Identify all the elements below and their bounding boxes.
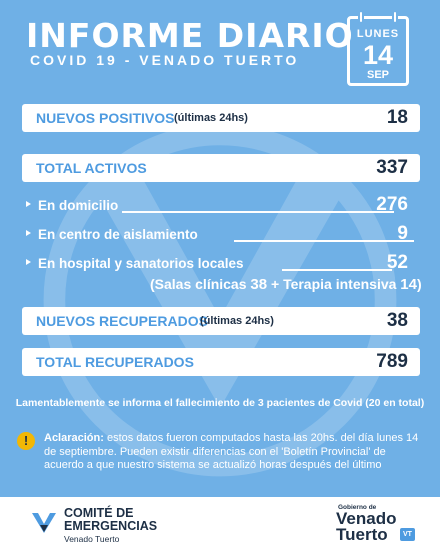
activos-row-label: En centro de aislamiento	[38, 227, 198, 242]
comite-line1: COMITÉ DE	[64, 506, 134, 520]
calendar-ring	[392, 10, 398, 24]
comite-subtitle: Venado Tuerto	[64, 534, 120, 544]
warning-icon: !	[17, 432, 35, 450]
nuevos-recuperados-note: (últimas 24hs)	[200, 315, 274, 327]
terapia-value: 14	[400, 276, 417, 293]
comite-line2: EMERGENCIAS	[64, 519, 158, 533]
activos-row-value: 276	[376, 194, 408, 215]
nuevos-positivos-value: 18	[386, 107, 408, 128]
activos-row-value: 52	[386, 252, 408, 273]
fallecimiento-text: Lamentablemente se informa el fallecimie…	[15, 397, 425, 409]
nuevos-recuperados-box: NUEVOS RECUPERADOS (últimas 24hs) 38	[22, 307, 420, 335]
header: INFORME DIARIO COVID 19 - VENADO TUERTO …	[0, 0, 440, 100]
leader-line	[282, 269, 392, 271]
aclaracion-title: Aclaración:	[44, 432, 104, 444]
activos-row-value: 9	[397, 223, 408, 244]
page-title: INFORME DIARIO	[26, 16, 354, 55]
comite-title: COMITÉ DE EMERGENCIAS	[64, 507, 157, 533]
leader-line	[234, 240, 414, 242]
activos-row-domicilio: En domicilio 276	[22, 194, 420, 216]
nuevos-recuperados-label: NUEVOS RECUPERADOS	[36, 313, 208, 329]
calendar-ring	[358, 10, 364, 24]
calendar-month: SEP	[366, 69, 389, 81]
venado-tuerto-logo: Venado Tuerto	[336, 509, 406, 544]
leader-line	[122, 211, 394, 213]
calendar-icon: LUNES 14 SEP	[347, 10, 409, 86]
activos-row-hospital: En hospital y sanatorios locales 52	[22, 252, 420, 274]
nuevos-recuperados-value: 38	[386, 310, 408, 331]
terapia-label: Terapia intensiva	[283, 276, 397, 292]
total-recuperados-label: TOTAL RECUPERADOS	[36, 354, 194, 370]
total-recuperados-value: 789	[376, 351, 408, 372]
total-activos-value: 337	[376, 157, 408, 178]
salas-breakdown: (Salas clínicas 38 + Terapia intensiva 1…	[150, 276, 422, 293]
nuevos-positivos-label: NUEVOS POSITIVOS	[36, 110, 175, 126]
salas-plus: +	[270, 276, 280, 292]
gobierno-label: Gobierno de	[338, 504, 377, 511]
total-activos-box: TOTAL ACTIVOS 337	[22, 154, 420, 182]
bullet-icon	[26, 259, 31, 265]
aclaracion-text: Aclaración: estos datos fueron computado…	[44, 432, 426, 473]
total-activos-label: TOTAL ACTIVOS	[36, 160, 147, 176]
aclaracion-body: estos datos fueron computados hasta las …	[44, 432, 419, 471]
venado-text: Venado	[336, 509, 397, 528]
page-subtitle: COVID 19 - VENADO TUERTO	[30, 52, 300, 68]
activos-row-label: En hospital y sanatorios locales	[38, 256, 244, 271]
calendar-day: LUNES	[356, 28, 400, 40]
salas-close: )	[416, 276, 422, 292]
salas-label: (Salas clínicas	[150, 276, 247, 292]
tuerto-text: Tuerto	[336, 525, 388, 544]
activos-row-label: En domicilio	[38, 198, 119, 213]
comite-emergencias-logo	[32, 513, 56, 533]
activos-row-aislamiento: En centro de aislamiento 9	[22, 223, 420, 245]
vt-badge-icon: VT	[400, 528, 415, 541]
nuevos-positivos-note: (últimas 24hs)	[174, 112, 248, 124]
salas-value: 38	[250, 276, 268, 293]
bullet-icon	[26, 230, 31, 236]
total-recuperados-box: TOTAL RECUPERADOS 789	[22, 348, 420, 376]
watermark-logo	[43, 123, 397, 477]
footer: COMITÉ DE EMERGENCIAS Venado Tuerto Gobi…	[0, 497, 440, 550]
bullet-icon	[26, 201, 31, 207]
nuevos-positivos-box: NUEVOS POSITIVOS (últimas 24hs) 18	[22, 104, 420, 132]
calendar-date: 14	[362, 40, 394, 70]
